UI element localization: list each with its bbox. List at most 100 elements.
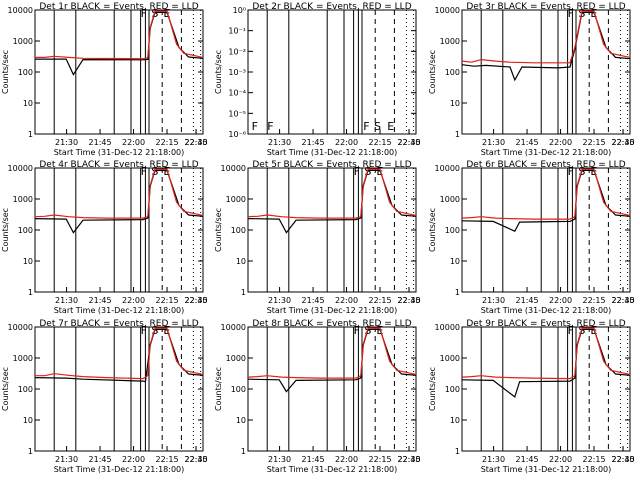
y-tick-label: 10 [23,416,33,425]
y-tick-label: 10 [450,99,460,108]
y-tick-label: 1 [455,288,460,297]
y-tick-label: 10000 [8,6,33,15]
series-lld [461,168,631,220]
y-axis-label: Counts/sec [1,367,10,411]
panel-det-3: Det 3r BLACK = Events, RED = LLD 1 10 100 10… [428,2,635,157]
flag-label: S [374,120,381,133]
y-tick-label: 10000 [8,323,33,332]
y-tick-label: 10 [236,257,246,266]
panel-title: Det 2r BLACK = Events, RED = LLD [252,2,411,12]
x-tick-label: 21:45 [89,138,112,147]
x-tick-label: 21:45 [302,138,325,147]
y-tick-label: 100 [231,385,246,394]
y-tick-label: 10 [450,416,460,425]
x-tick-label: 22:45 [612,455,635,464]
y-tick-label: 10⁻⁶ [228,130,246,139]
x-tick-label: 22:45 [398,296,421,305]
series-lld [35,327,204,380]
x-tick-label: 21:45 [302,296,325,305]
flag-label: F [354,165,360,178]
x-tick-label: 21:30 [482,296,505,305]
x-tick-label: 22:30 [185,296,208,305]
y-tick-label: 10 [236,416,246,425]
panel-det-6: Det 6r BLACK = Events, RED = LLD 1 10 100 10… [428,160,635,315]
x-tick-label: 22:00 [549,296,572,305]
x-tick-label: 22:15 [155,455,178,464]
x-tick-label: 22:30 [612,455,635,464]
y-tick-label: 1000 [226,195,246,204]
y-tick-label: 10000 [221,164,246,173]
x-tick-label: 22:30 [398,296,421,305]
y-tick-label: 1 [28,130,33,139]
x-tick-label: 21:45 [516,455,539,464]
x-tick-label: 22:00 [122,138,145,147]
y-tick-label: 10 [23,257,33,266]
x-tick-label: 22:45 [398,138,421,147]
plot-frame [34,326,204,452]
flag-label: F [141,324,147,337]
series-events [35,11,204,76]
series-events [247,169,417,234]
x-tick-label: 21:30 [268,455,291,464]
plot-frame [461,326,631,452]
x-axis-label: Start Time (31-Dec-12 21:18:00) [481,148,612,157]
panel-det-4: Det 4r BLACK = Events, RED = LLD 1 10 100 10… [1,160,208,315]
y-tick-label: 1000 [440,195,460,204]
x-tick-label: 22:15 [368,138,391,147]
panel-title: Det 8r BLACK = Events, RED = LLD [252,319,411,329]
x-tick-label: 21:45 [89,296,112,305]
x-tick-label: 21:45 [516,296,539,305]
x-tick-label: 22:15 [155,138,178,147]
panel-title: Det 7r BLACK = Events, RED = LLD [39,319,198,329]
y-tick-label: 1000 [440,354,460,363]
plot-frame [461,167,631,293]
series-events [34,169,204,234]
y-tick-label: 10000 [435,6,460,15]
flag-label: F [363,120,369,133]
y-axis-label: Counts/sec [214,50,223,94]
flag-label: F [267,120,273,133]
y-tick-label: 100 [18,68,33,77]
x-tick-label: 22:30 [612,138,635,147]
y-tick-label: 10⁻³ [228,68,246,77]
x-tick-label: 21:45 [302,455,325,464]
x-tick-label: 21:30 [55,455,78,464]
flag-label: F [568,324,574,337]
plot-frame [247,9,417,135]
x-tick-label: 22:45 [612,296,635,305]
x-axis-label: Start Time (31-Dec-12 21:18:00) [267,465,398,474]
x-tick-label: 22:45 [185,138,208,147]
x-tick-label: 22:45 [185,296,208,305]
y-tick-label: 1000 [13,195,33,204]
plot-frame [247,326,417,452]
series-lld [247,327,417,379]
x-axis-label: Start Time (31-Dec-12 21:18:00) [54,465,185,474]
y-tick-label: 10⁰ [233,6,246,15]
x-tick-label: 22:30 [185,455,208,464]
y-tick-label: 10⁻⁵ [228,109,246,118]
y-axis-label: Counts/sec [1,208,10,252]
x-tick-label: 22:15 [368,455,391,464]
series-events [247,328,417,393]
y-tick-label: 10⁻⁴ [228,89,246,98]
x-tick-label: 22:30 [185,138,208,147]
panel-title: Det 1r BLACK = Events, RED = LLD [39,2,198,12]
y-tick-label: 10000 [435,164,460,173]
panel-det-9: Det 9r BLACK = Events, RED = LLD 1 10 100 10… [428,319,635,474]
x-tick-label: 22:30 [398,455,421,464]
flag-label: E [387,120,394,133]
y-tick-label: 1 [28,447,33,456]
y-tick-label: 1000 [440,37,460,46]
series-lld [461,327,631,380]
x-tick-label: 22:45 [612,138,635,147]
y-tick-label: 100 [445,68,460,77]
plot-frame [34,9,204,135]
x-tick-label: 22:00 [549,138,572,147]
y-tick-label: 1 [455,447,460,456]
x-axis-label: Start Time (31-Dec-12 21:18:00) [481,465,612,474]
x-tick-label: 22:00 [335,138,358,147]
panel-det-5: Det 5r BLACK = Events, RED = LLD 1 10 100 10… [214,160,421,315]
y-tick-label: 1000 [13,354,33,363]
flag-label: F [568,7,574,20]
y-tick-label: 1 [28,288,33,297]
